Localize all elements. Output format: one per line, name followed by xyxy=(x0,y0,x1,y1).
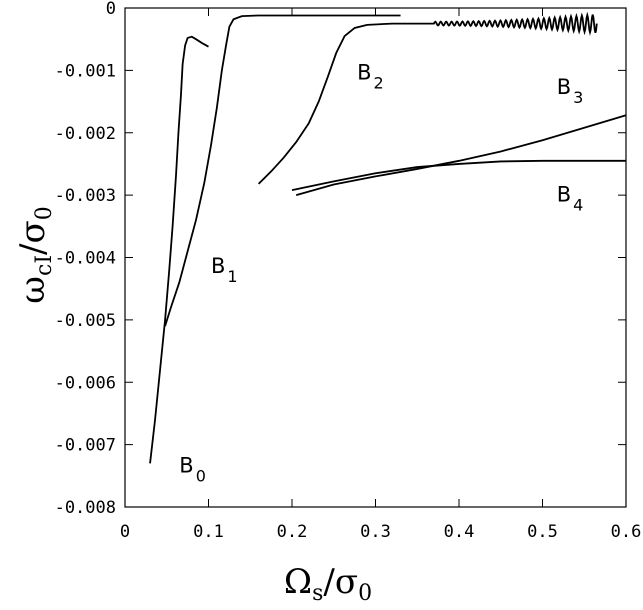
x-axis-label: Ωs/σ0 xyxy=(284,562,372,606)
ticks-layer: 0 0.1 0.2 0.3 0.4 0.5 0.6 0 -0.001 -0.002 -0.003 -0… xyxy=(55,0,642,542)
series-line-1 xyxy=(164,14,401,327)
x-tick-label-6: 0.6 xyxy=(611,522,642,542)
y-axis-label-sub2: 0 xyxy=(32,206,57,220)
x-tick-label-2: 0.2 xyxy=(277,522,308,542)
series-label-main-0: B xyxy=(179,454,193,478)
x-tick-label-0: 0 xyxy=(120,522,130,542)
y-tick-label-3: -0.003 xyxy=(55,186,116,206)
series-label-sub-2: 2 xyxy=(374,74,384,93)
x-tick-label-5: 0.5 xyxy=(527,522,558,542)
y-tick-label-4: -0.004 xyxy=(55,249,116,269)
y-axis-label-main2: σ xyxy=(13,220,53,243)
x-tick-label-1: 0.1 xyxy=(193,522,224,542)
x-axis-label-main2: σ xyxy=(335,562,358,602)
y-axis-label: ωcI/σ0 xyxy=(13,206,57,303)
series-label-main-3: B xyxy=(557,75,571,99)
series-label-sub-3: 3 xyxy=(573,88,583,107)
series-label-main-1: B xyxy=(211,254,225,278)
series-label-main-4: B xyxy=(557,182,571,206)
series-line-2 xyxy=(257,11,598,185)
y-tick-label-6: -0.006 xyxy=(55,373,116,393)
x-axis-label-sub2: 0 xyxy=(358,581,372,606)
series-line-4 xyxy=(291,159,626,192)
y-tick-label-1: -0.001 xyxy=(55,61,116,81)
y-tick-label-2: -0.002 xyxy=(55,124,116,144)
x-tick-label-3: 0.3 xyxy=(360,522,391,542)
series-label-sub-1: 1 xyxy=(227,267,237,286)
x-axis-label-main: Ω xyxy=(284,562,312,602)
y-tick-label-8: -0.008 xyxy=(55,498,116,518)
series-line-0 xyxy=(149,35,209,464)
y-axis-label-main: ω xyxy=(13,276,53,304)
y-tick-label-0: 0 xyxy=(106,0,116,19)
series-label-sub-4: 4 xyxy=(573,195,583,214)
y-tick-label-5: -0.005 xyxy=(55,311,116,331)
labels-layer: B 0B 1B 2 B 3B 4 xyxy=(179,61,583,486)
x-axis-label-sub: s xyxy=(312,581,323,606)
series-line-3 xyxy=(295,114,627,196)
x-axis-label-slash: / xyxy=(323,562,335,602)
y-axis-label-slash: / xyxy=(13,243,53,255)
x-tick-label-4: 0.4 xyxy=(444,522,475,542)
plot-frame xyxy=(124,7,627,508)
series-layer xyxy=(149,11,627,464)
y-tick-label-7: -0.007 xyxy=(55,436,116,456)
series-label-main-2: B xyxy=(357,61,371,85)
y-axis-label-sub: cI xyxy=(32,255,57,276)
series-label-sub-0: 0 xyxy=(196,467,206,486)
